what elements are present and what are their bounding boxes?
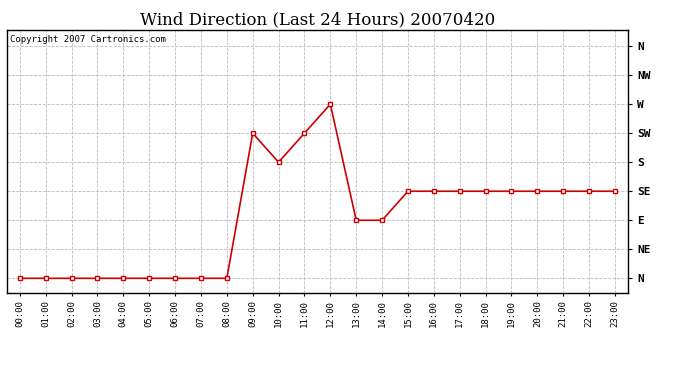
Text: Copyright 2007 Cartronics.com: Copyright 2007 Cartronics.com [10,35,166,44]
Title: Wind Direction (Last 24 Hours) 20070420: Wind Direction (Last 24 Hours) 20070420 [140,12,495,28]
